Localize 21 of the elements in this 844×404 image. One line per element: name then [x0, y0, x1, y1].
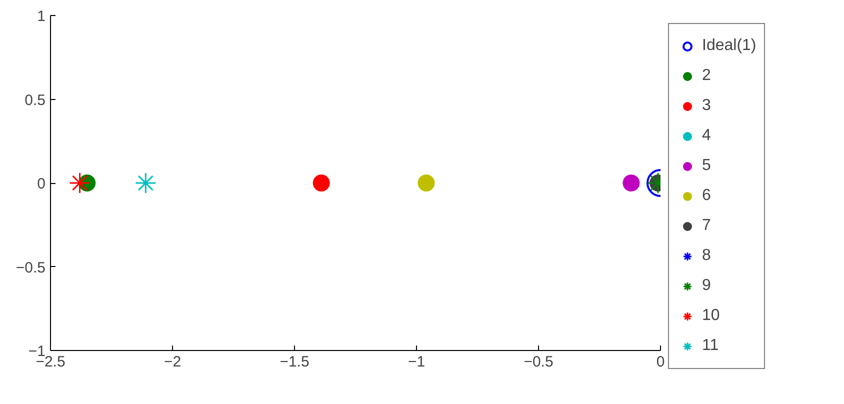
y-tick-label: −1 — [28, 343, 46, 360]
legend-label: 10 — [702, 306, 721, 326]
legend-label: 4 — [702, 126, 712, 146]
x-tick-label: −1 — [408, 354, 426, 370]
legend-label: 8 — [702, 246, 712, 266]
y-tick-label: 1 — [37, 8, 46, 25]
x-tick-label: 0 — [656, 354, 665, 370]
legend-label: 7 — [702, 216, 712, 236]
legend-label: 2 — [702, 66, 712, 86]
legend-label: 11 — [702, 336, 720, 356]
legend-label: 6 — [702, 186, 712, 206]
legend-label: 5 — [702, 156, 712, 176]
legend-label: Ideal(1) — [702, 36, 756, 56]
y-tick-label: 0 — [37, 176, 46, 192]
y-tick-label: 0.5 — [24, 92, 46, 109]
x-tick-label: −2 — [164, 354, 182, 370]
x-tick-label: −0.5 — [524, 354, 554, 370]
legend-label: 9 — [702, 276, 712, 296]
x-tick-label: −1.5 — [280, 354, 310, 370]
y-tick-label: −0.5 — [16, 259, 46, 276]
legend-label: 3 — [702, 96, 712, 116]
